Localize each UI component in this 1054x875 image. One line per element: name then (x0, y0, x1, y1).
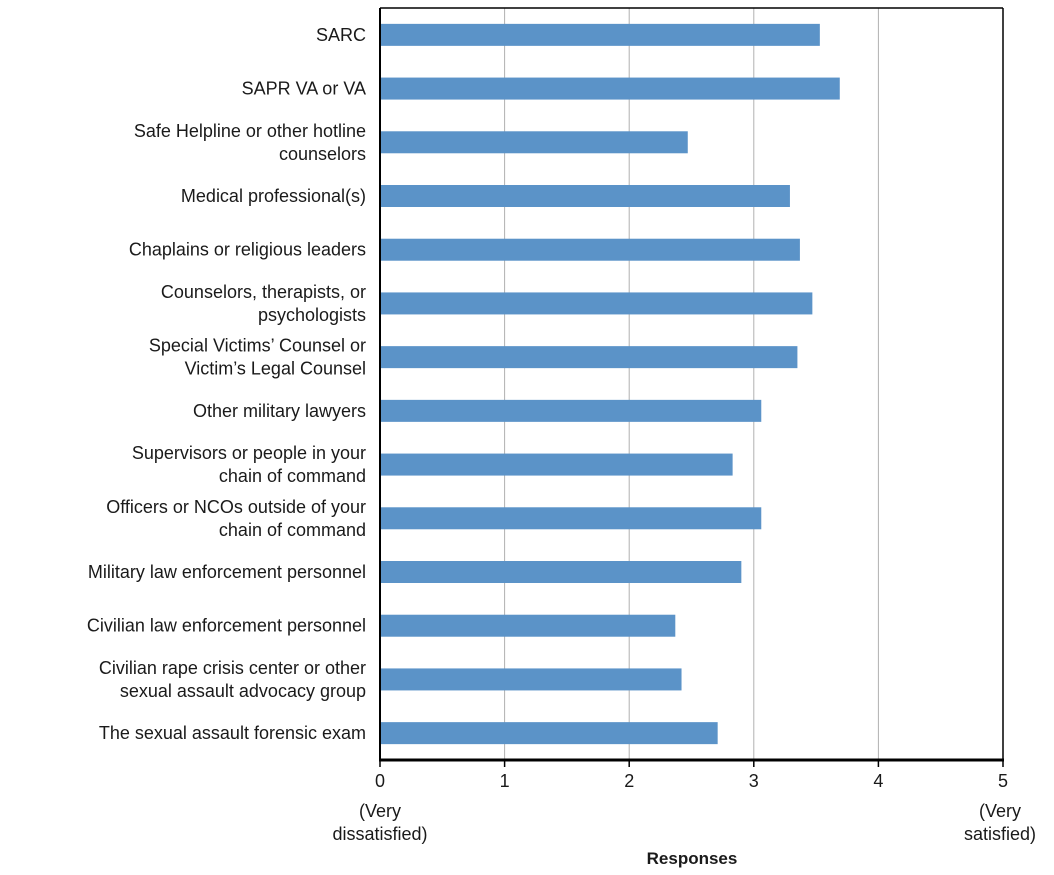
bar (380, 346, 798, 369)
x-tick-labels: 0 1 2 3 4 5 (Very dissatisfied) (Very satisfied) (332, 760, 1036, 844)
category-label: Medical professional(s) (181, 186, 366, 206)
bar (380, 185, 790, 207)
category-label: Chaplains or religious leaders (129, 240, 366, 260)
category-label: SARC (316, 25, 366, 45)
x-tick-label: 4 (873, 771, 883, 791)
x-axis-title: Responses (647, 849, 738, 868)
x-tick-label: 0 (375, 771, 385, 791)
x-tick-label: 3 (749, 771, 759, 791)
category-label: Other military lawyers (193, 401, 366, 421)
category-label: Counselors, therapists, or psychologists (161, 282, 366, 325)
bar (380, 292, 813, 315)
category-label: Civilian rape crisis center or other sexu… (99, 658, 366, 701)
x-tick-label: 2 (624, 771, 634, 791)
bar (380, 238, 800, 261)
bar (380, 399, 762, 422)
category-label: Safe Helpline or other hotline counselors (134, 121, 366, 164)
category-label: Officers or NCOs outside of your chain of… (106, 497, 366, 540)
high-end-label: (Very satisfied) (964, 801, 1036, 844)
axes (379, 7, 1004, 762)
bars (380, 23, 840, 745)
bar (380, 722, 718, 745)
bar (380, 131, 688, 154)
bar (380, 561, 742, 583)
bar (380, 668, 682, 691)
category-label: Civilian law enforcement personnel (87, 616, 366, 636)
bar (380, 453, 733, 476)
category-label: Special Victims’ Counsel or Victim’s Lega… (149, 336, 366, 379)
category-label: Military law enforcement personnel (88, 562, 366, 582)
bar (380, 77, 840, 100)
x-tick-label: 1 (500, 771, 510, 791)
bar (380, 614, 676, 637)
bar (380, 23, 820, 46)
category-label: SAPR VA or VA (242, 79, 366, 99)
category-label: The sexual assault forensic exam (99, 723, 366, 743)
x-tick-label: 5 (998, 771, 1008, 791)
bar (380, 507, 762, 530)
low-end-label: (Very dissatisfied) (332, 801, 427, 844)
gridlines (504, 8, 1004, 760)
category-label: Supervisors or people in your chain of co… (132, 443, 366, 486)
category-labels: SARC SAPR VA or VA Safe Helpline or other … (87, 25, 366, 743)
